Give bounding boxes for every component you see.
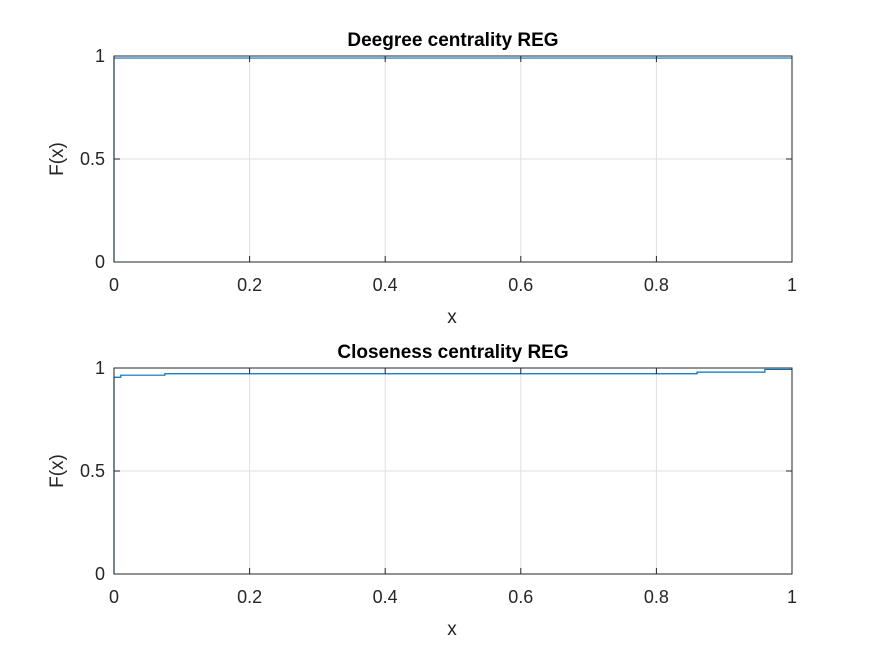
series-line xyxy=(113,368,792,574)
y-tick-label: 0 xyxy=(95,564,105,584)
x-tick-label: 0.2 xyxy=(237,275,262,295)
y-tick-label: 1 xyxy=(95,46,105,66)
x-tick-label: 1 xyxy=(787,275,797,295)
plot-closeness-centrality: 0 0.2 0.4 0.6 0.8 1 0 0.5 1 Closeness centrality … xyxy=(47,342,797,640)
series-line xyxy=(113,57,792,262)
x-tick-label: 0.6 xyxy=(508,587,533,607)
x-tick-label: 0.2 xyxy=(237,587,262,607)
x-tick-label: 0.4 xyxy=(373,275,398,295)
x-tick-label: 0.8 xyxy=(644,587,669,607)
y-tick-label: 1 xyxy=(95,358,105,378)
y-axis-label: F(x) xyxy=(47,454,68,488)
y-tick-label: 0.5 xyxy=(80,149,105,169)
y-axis-label: F(x) xyxy=(47,142,68,176)
y-tick-label: 0 xyxy=(95,252,105,272)
x-tick-label: 0 xyxy=(109,275,119,295)
chart-title: Deegree centrality REG xyxy=(347,30,558,51)
x-tick-label: 0.4 xyxy=(373,587,398,607)
x-tick-label: 0.6 xyxy=(508,275,533,295)
chart-title: Closeness centrality REG xyxy=(337,342,568,363)
plot-degree-centrality: 0 0.2 0.4 0.6 0.8 1 0 0.5 1 Deegree centrality RE… xyxy=(47,30,797,328)
x-axis-label: x xyxy=(447,619,457,640)
x-axis-label: x xyxy=(447,307,457,328)
x-tick-label: 1 xyxy=(787,587,797,607)
x-tick-label: 0 xyxy=(109,587,119,607)
y-tick-label: 0.5 xyxy=(80,461,105,481)
x-tick-label: 0.8 xyxy=(644,275,669,295)
